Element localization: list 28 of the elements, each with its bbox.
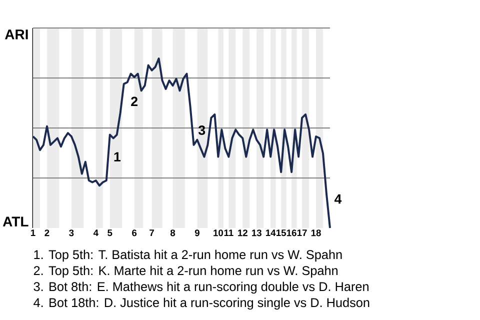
x-tick-label: 3 <box>69 230 74 236</box>
annotation: 3 <box>198 125 206 135</box>
x-tick-label: 18 <box>311 230 321 236</box>
x-tick-label: 16 <box>286 230 296 236</box>
text: 3. Bot 8th: E. Mathews hit a run-scoring double vs D. Haren <box>34 282 368 294</box>
text: ATL <box>2 216 28 226</box>
x-tick-label: 11 <box>224 230 234 236</box>
x-tick-label: 15 <box>276 230 286 236</box>
x-tick-label: 13 <box>252 230 262 236</box>
x-tick-label: 5 <box>108 230 112 236</box>
x-tick-label: 10 <box>214 230 223 236</box>
x-tick-label: 4 <box>93 230 98 236</box>
text: ARI <box>4 30 28 40</box>
x-tick-label: 14 <box>266 230 276 236</box>
x-tick-label: 9 <box>194 230 200 236</box>
x-tick-label: 17 <box>297 230 307 236</box>
x-tick-label: 2 <box>44 230 50 236</box>
x-tick-label: 6 <box>132 230 137 236</box>
x-tick-label: 1 <box>30 230 36 236</box>
x-tick-label: 8 <box>170 230 176 236</box>
text: 4 <box>334 194 342 204</box>
text: 1. Top 5th: T. Batista hit a 2-run home run vs W. Spahn <box>34 250 342 262</box>
x-tick-label: 7 <box>150 230 154 236</box>
x-tick-label: 12 <box>238 230 248 236</box>
text: 4. Bot 18th: D. Justice hit a run-scoring single vs D. Hudson <box>34 298 370 310</box>
text: 2. Top 5th: K. Marte hit a 2-run home run vs W. Spahn <box>34 266 338 278</box>
annotation: 2 <box>131 96 138 106</box>
annotation: 1 <box>114 152 121 162</box>
